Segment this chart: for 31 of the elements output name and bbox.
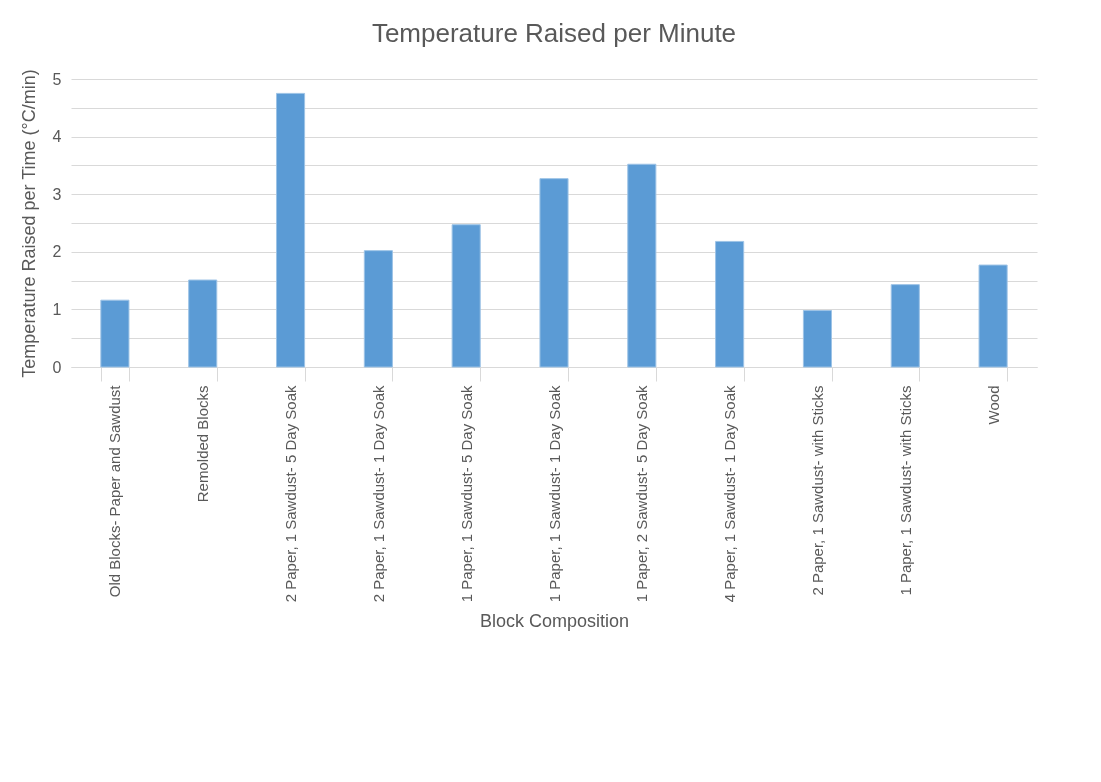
y-tick-label: 5 [52, 70, 62, 88]
bar [363, 250, 393, 368]
x-tick-label: 4 Paper, 1 Sawdust- 1 Day Soak [721, 385, 739, 603]
x-tick-label: 1 Paper, 1 Sawdust- with Sticks [896, 385, 914, 596]
x-tick-label: Remolded Blocks [194, 385, 212, 503]
y-tick-label: 2 [52, 243, 62, 261]
x-tick-label: 2 Paper, 1 Sawdust- 5 Day Soak [282, 385, 300, 603]
y-tick-label: 3 [52, 185, 62, 203]
x-tick-label: 2 Paper, 1 Sawdust- with Sticks [808, 385, 826, 596]
x-tick-label: 1 Paper, 1 Sawdust- 5 Day Soak [457, 385, 475, 603]
y-axis-title: Temperature Raised per Time (°C/min) [18, 69, 39, 378]
bar [100, 299, 130, 368]
y-tick-label: 0 [52, 358, 62, 376]
x-tick-label: 2 Paper, 1 Sawdust- 1 Day Soak [369, 385, 387, 603]
bar [715, 240, 745, 368]
x-tick-label: 1 Paper, 1 Sawdust- 1 Day Soak [545, 385, 563, 603]
x-tick-label: Old Blocks- Paper and Sawdust [106, 384, 124, 598]
bar [627, 163, 657, 368]
bar [802, 310, 833, 368]
x-axis-title: Block Composition [479, 610, 630, 631]
bar [890, 284, 920, 368]
bar [539, 178, 569, 368]
x-tick-label: 1 Paper, 2 Sawdust- 5 Day Soak [633, 385, 651, 603]
bar [978, 264, 1008, 368]
bar [188, 279, 218, 368]
y-tick-label: 1 [52, 300, 62, 318]
bar [451, 224, 481, 368]
chart-title: Temperature Raised per Minute [371, 17, 737, 48]
y-tick-label: 4 [52, 128, 62, 146]
x-tick-label: Wood [984, 385, 1002, 425]
bar [275, 92, 306, 368]
